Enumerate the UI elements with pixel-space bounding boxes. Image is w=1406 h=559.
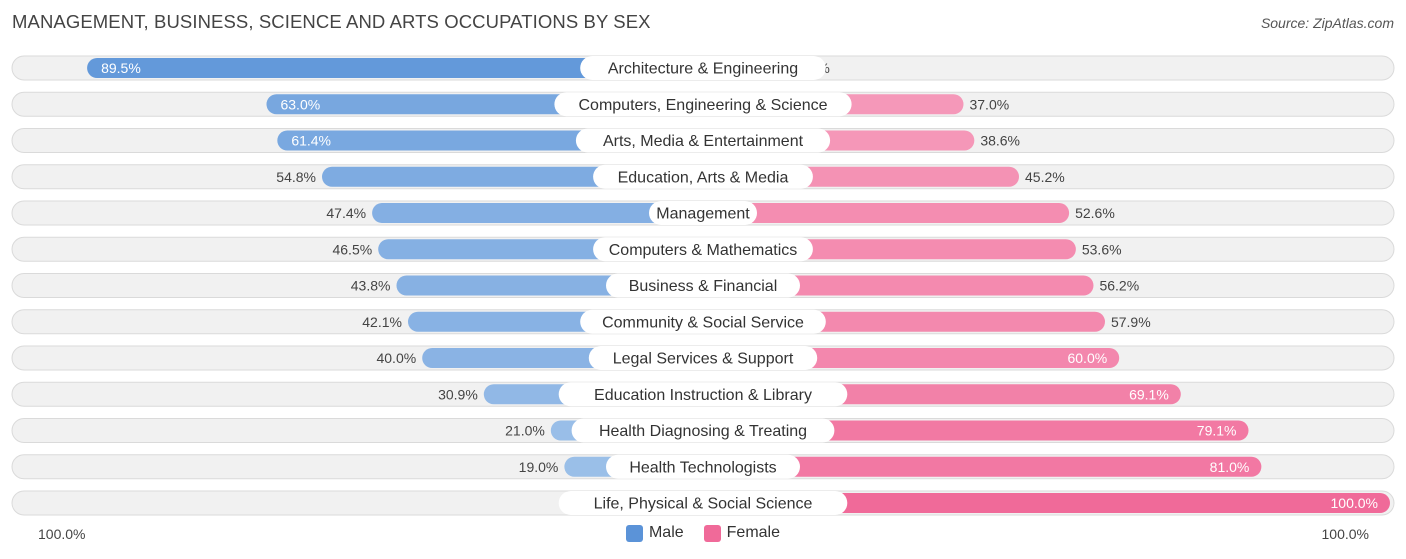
male-value-label: 89.5% bbox=[101, 60, 141, 76]
female-bar bbox=[703, 203, 1070, 223]
male-bar bbox=[372, 203, 703, 223]
female-value-label: 38.6% bbox=[980, 133, 1020, 149]
male-value-label: 63.0% bbox=[280, 96, 320, 112]
category-label: Community & Social Service bbox=[602, 314, 804, 331]
female-bar bbox=[703, 420, 1249, 441]
category-label-pill bbox=[588, 346, 818, 370]
male-value-label: 21.0% bbox=[505, 423, 545, 439]
female-value-label: 60.0% bbox=[1067, 350, 1107, 366]
female-value-label: 81.0% bbox=[1210, 459, 1250, 475]
female-value-label: 53.6% bbox=[1082, 241, 1122, 257]
female-value-label: 37.0% bbox=[969, 96, 1009, 112]
category-label: Education Instruction & Library bbox=[594, 387, 812, 404]
chart-title: MANAGEMENT, BUSINESS, SCIENCE AND ARTS O… bbox=[12, 11, 651, 32]
category-label: Arts, Media & Entertainment bbox=[603, 133, 804, 150]
female-bar bbox=[703, 456, 1262, 477]
category-label-pill bbox=[558, 491, 848, 515]
female-value-label: 79.1% bbox=[1197, 423, 1237, 439]
male-value-label: 30.9% bbox=[438, 386, 478, 402]
category-label: Computers & Mathematics bbox=[609, 242, 798, 259]
female-value-label: 45.2% bbox=[1025, 169, 1065, 185]
category-label-pill bbox=[593, 237, 813, 262]
legend-label-female: Female bbox=[726, 524, 781, 541]
female-value-label: 52.6% bbox=[1075, 205, 1115, 221]
category-label-pill bbox=[649, 201, 757, 225]
female-value-label: 57.9% bbox=[1111, 314, 1151, 330]
female-bar bbox=[703, 493, 1390, 513]
category-label: Business & Financial bbox=[629, 278, 778, 295]
legend-swatch-male bbox=[625, 524, 643, 542]
male-value-label: 42.1% bbox=[362, 314, 402, 330]
axis-right-label: 100.0% bbox=[1321, 526, 1369, 542]
female-value-label: 69.1% bbox=[1129, 386, 1169, 402]
legend: Male Female bbox=[0, 524, 1406, 542]
category-label: Education, Arts & Media bbox=[618, 169, 789, 186]
female-bar bbox=[703, 275, 1094, 296]
male-value-label: 47.4% bbox=[326, 205, 366, 221]
category-label: Management bbox=[656, 206, 750, 223]
male-value-label: 61.4% bbox=[291, 133, 331, 149]
category-label-pill bbox=[593, 164, 813, 189]
axis-left-label: 100.0% bbox=[38, 526, 86, 542]
legend-label-male: Male bbox=[648, 524, 684, 541]
source-credit: Source: ZipAtlas.com bbox=[1260, 15, 1394, 31]
legend-item-female[interactable]: Female bbox=[703, 524, 781, 542]
legend-item-male[interactable]: Male bbox=[625, 524, 684, 542]
category-label-pill bbox=[575, 128, 831, 153]
category-label-pill bbox=[580, 56, 826, 80]
category-label-pill bbox=[554, 92, 852, 117]
male-value-label: 40.0% bbox=[376, 350, 416, 366]
female-value-label: 56.2% bbox=[1099, 278, 1139, 294]
category-label: Legal Services & Support bbox=[613, 351, 794, 368]
category-label-pill bbox=[580, 309, 826, 334]
male-value-label: 46.5% bbox=[332, 241, 372, 257]
category-label-pill bbox=[606, 273, 800, 298]
male-value-label: 43.8% bbox=[351, 278, 391, 294]
male-value-label: 54.8% bbox=[276, 169, 316, 185]
category-label: Health Diagnosing & Treating bbox=[599, 423, 807, 440]
female-value-label: 100.0% bbox=[1331, 495, 1378, 511]
category-label-pill bbox=[606, 454, 800, 479]
male-bar bbox=[87, 58, 703, 78]
category-label-pill bbox=[571, 418, 835, 443]
male-value-label: 19.0% bbox=[519, 459, 559, 475]
category-label: Life, Physical & Social Science bbox=[594, 496, 813, 513]
category-label: Architecture & Engineering bbox=[608, 61, 798, 78]
category-label: Health Technologists bbox=[629, 459, 776, 476]
category-label: Computers, Engineering & Science bbox=[578, 97, 827, 114]
legend-swatch-female bbox=[703, 524, 721, 542]
category-label-pill bbox=[558, 382, 848, 407]
